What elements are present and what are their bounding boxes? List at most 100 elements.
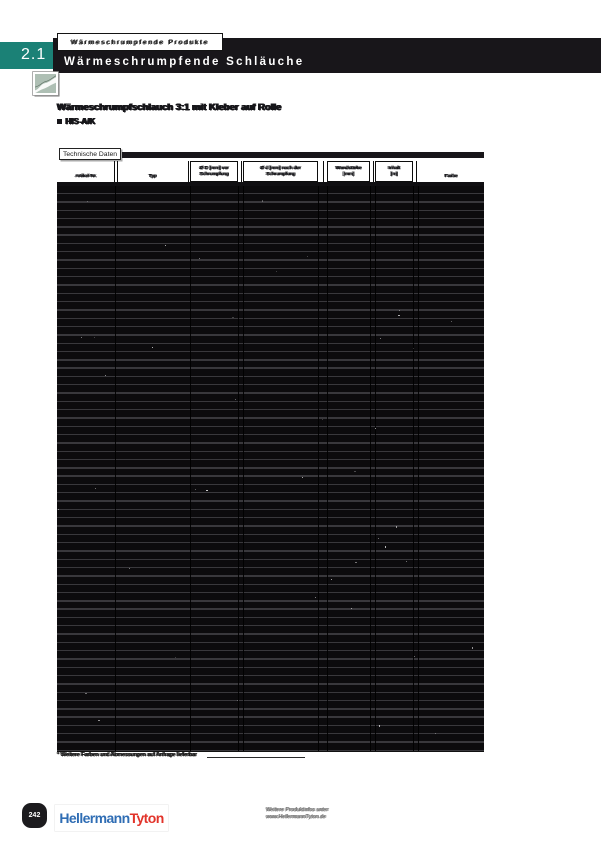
section-number: 2.1: [21, 46, 47, 64]
table-row: [57, 460, 484, 468]
table-row: [57, 202, 484, 210]
print-noise-speck: [85, 692, 87, 694]
table-row: [57, 651, 484, 659]
col-header-wandstaerke: Wandstärke [mm]: [327, 161, 370, 182]
table-row: [57, 493, 484, 501]
column-separator: [370, 186, 371, 751]
footer-note: Weitere Produktinfos unter www.Hellerman…: [266, 807, 329, 820]
print-noise-speck: [198, 257, 200, 259]
print-noise-speck: [262, 200, 264, 202]
table-row: [57, 260, 484, 268]
bullet-square-icon: [57, 119, 62, 124]
table-row: [57, 310, 484, 318]
table-row: [57, 593, 484, 601]
table-row: [57, 244, 484, 252]
table-row: [57, 252, 484, 260]
column-separator: [238, 186, 239, 751]
col-header-inhalt: Inhalt [m]: [375, 161, 413, 182]
table-row: [57, 584, 484, 592]
table-row: [57, 634, 484, 642]
col-header-text: Ø D [mm] vor: [199, 165, 229, 171]
table-section-label-box: Technische Daten: [59, 148, 121, 160]
footer-note-line2: www.HellermannTyton.de: [266, 813, 327, 820]
table-row: [57, 726, 484, 734]
table-row: [57, 510, 484, 518]
table-header: Artikel-Nr. Typ Ø D [mm] vor Schrumpfung…: [0, 161, 601, 182]
print-noise-speck: [235, 398, 237, 400]
table-row: [57, 410, 484, 418]
table-row: [57, 501, 484, 509]
product-bullet-text: HIS-A/K: [65, 117, 96, 126]
table-row: [57, 327, 484, 335]
table-row: [57, 518, 484, 526]
section-number-box: 2.1: [0, 42, 53, 69]
table-row: [57, 535, 484, 542]
table-row: [57, 435, 484, 443]
col-header-farbe: Farbe: [418, 161, 484, 182]
print-noise-speck: [128, 568, 130, 570]
header-separator: [187, 161, 189, 182]
table-row: [57, 476, 484, 484]
table-row: [57, 568, 484, 576]
column-separator: [243, 186, 244, 751]
print-noise-speck: [413, 656, 416, 658]
table-row: [57, 368, 484, 376]
table-row: [57, 418, 484, 426]
product-bullet: HIS-A/K: [57, 116, 95, 127]
header-separator: [113, 161, 115, 182]
header-separator: [372, 161, 374, 182]
table-body: [57, 186, 484, 751]
print-noise-speck: [80, 336, 82, 338]
table-row: [57, 667, 484, 675]
column-separator: [413, 186, 414, 751]
table-row: [57, 559, 484, 567]
table-row: [57, 302, 484, 310]
table-row: [57, 626, 484, 634]
table-row: [57, 393, 484, 401]
col-header-text: Wandstärke: [335, 165, 362, 171]
col-header-text: Schrumpfung: [199, 171, 229, 177]
col-header-text: [mm]: [343, 171, 354, 177]
print-noise-speck: [435, 732, 437, 734]
page-title-text: Wärmeschrumpfende Schläuche: [64, 56, 305, 68]
table-row: [57, 576, 484, 584]
header-separator: [322, 161, 324, 182]
print-noise-speck: [406, 560, 408, 563]
print-noise-speck: [236, 700, 238, 702]
col-header-d-nach: Ø d [mm] nach der Schrumpfung: [243, 161, 318, 182]
col-header-artikel-nr: Artikel-Nr.: [57, 161, 115, 182]
header-separator: [240, 161, 242, 182]
table-section-bar: [122, 152, 484, 158]
table-row: [57, 734, 484, 742]
table-row: [57, 227, 484, 235]
print-noise-speck: [384, 546, 386, 548]
column-separator: [375, 186, 376, 751]
column-separator: [190, 186, 191, 751]
print-noise-speck: [105, 374, 107, 376]
table-row: [57, 377, 484, 385]
tubing-photo-icon: [35, 74, 56, 93]
print-noise-speck: [377, 538, 380, 540]
col-header-text: Schrumpfung: [265, 171, 296, 177]
header-separator: [117, 161, 118, 182]
table-row: [57, 659, 484, 667]
table-row: [57, 676, 484, 684]
table-row: [57, 219, 484, 227]
table-row: [57, 701, 484, 709]
page-number: 242: [28, 812, 41, 819]
table-row: [57, 551, 484, 559]
print-noise-speck: [307, 255, 309, 257]
table-row: [57, 235, 484, 243]
table-row: [57, 269, 484, 277]
col-header-text: Farbe: [444, 174, 458, 180]
column-separator: [115, 186, 116, 751]
table-row: [57, 186, 484, 193]
col-header-text: Ø d [mm] nach der: [260, 165, 301, 171]
page-number-badge: 242: [22, 803, 47, 828]
table-row: [57, 360, 484, 368]
header-separator: [415, 161, 417, 182]
print-noise-speck: [398, 310, 401, 312]
col-header-d-vor: Ø D [mm] vor Schrumpfung: [190, 161, 238, 182]
table-row: [57, 402, 484, 409]
print-noise-speck: [98, 719, 100, 722]
